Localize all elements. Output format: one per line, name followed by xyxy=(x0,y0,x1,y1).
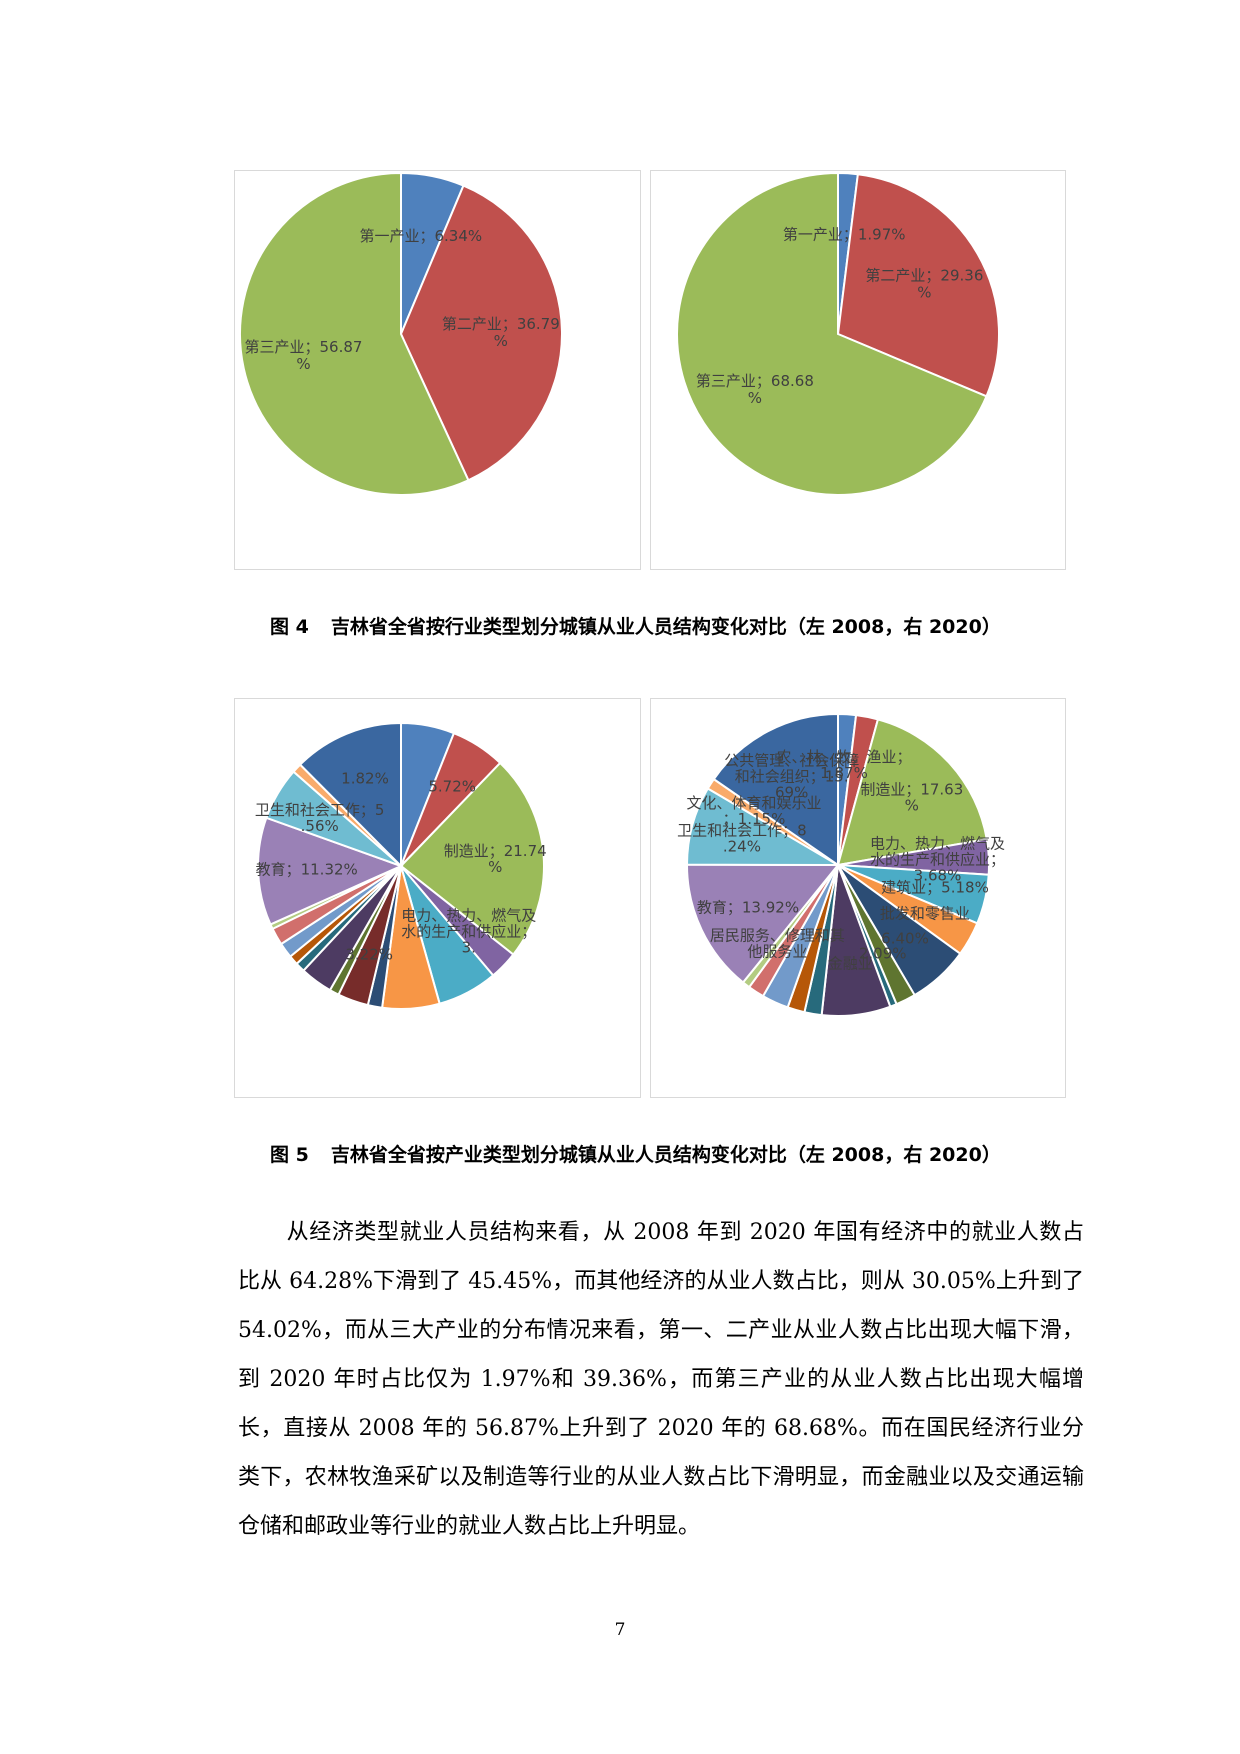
pie-data-label-1: 农、林、牧、渔业； 1.87% xyxy=(776,748,911,782)
chart-panel-fig5-left: 5.72% 制造业；21.74% 电力、热力、燃气及水的生产和供应业； 3. 3.22%… xyxy=(234,698,641,1098)
pie-data-label-15: 居民服务、修理和其他服务业 xyxy=(710,927,845,961)
pie-slice-16 xyxy=(257,816,404,926)
figure-4-caption: 图 4 吉林省全省按行业类型划分城镇从业人员结构变化对比（左 2008，右 202… xyxy=(270,612,1050,639)
pie-data-label-19: 公共管理、社会保障和社会组织；15. 69% xyxy=(724,751,859,801)
pie-data-label-1: 第一产业；6.34% xyxy=(359,227,482,245)
pie-slice-16 xyxy=(685,863,841,984)
pie-slice-19 xyxy=(298,721,402,869)
pie-data-label-18: 文化、体育和娱乐业；1.15% xyxy=(686,794,821,828)
pie-chart-fig5-left: 5.72% 制造业；21.74 % 电力、热力、燃气及水的生产和供应业； 3. 3.22%… xyxy=(255,721,547,1010)
pie-data-label-10: 金融业 xyxy=(828,955,873,973)
pie-data-label-17: 卫生和社会工作；5.56% xyxy=(255,801,385,835)
pie-data-label-3: 第三产业；56.87% xyxy=(245,338,363,373)
pie-slice-3 xyxy=(239,171,470,496)
figure-5-caption: 图 5 吉林省全省按产业类型划分城镇从业人员结构变化对比（左 2008，右 202… xyxy=(270,1140,1050,1167)
figure-4-title: 吉林省全省按行业类型划分城镇从业人员结构变化对比（左 2008，右 2020） xyxy=(330,616,1001,638)
pie-slice-3 xyxy=(676,171,988,496)
pie-data-label-16: 教育；13.92% xyxy=(697,899,799,917)
pie-chart-fig5-right: 农、林、牧、渔业； 1.87%制造业；17.63 % 电力、热力、燃气及水的生产和供应… xyxy=(677,712,1005,1017)
chart-panel-fig4-right: 第一产业；1.97% 第二产业；29.36% 第三产业；68.68% xyxy=(650,170,1066,570)
pie-data-label-2: 第二产业；36.79% xyxy=(442,315,560,350)
body-paragraph-text: 从经济类型就业人员结构来看，从 2008 年到 2020 年国有经济中的就业人数… xyxy=(238,1220,1084,1539)
pie-data-label-5: 建筑业；5.18% xyxy=(881,878,989,896)
pie-chart-fig4-right: 第一产业；1.97% 第二产业；29.36 % 第三产业；68.68% xyxy=(676,171,1000,496)
pie-data-label-7: 6.40% xyxy=(881,929,929,947)
pie-data-label-3: 制造业；17.63% xyxy=(860,781,963,815)
pie-slice-2 xyxy=(399,184,563,482)
pie-slice-2 xyxy=(836,173,1000,398)
pie-slice-19 xyxy=(712,712,839,867)
pie-data-label-3: 制造业；21.74% xyxy=(444,842,547,876)
pie-data-label-6: 批发和零售业 xyxy=(880,905,970,923)
chart-panel-fig4-left: 第一产业；6.34% 第二产业；36.79% 第三产业；56.87% xyxy=(234,170,641,570)
chart-panel-fig5-right: 农、林、牧、渔业； 1.87% 制造业；17.63% 电力、热力、燃气及水的生产和供应… xyxy=(650,698,1066,1098)
pie-data-label-17: 卫生和社会工作；8.24% xyxy=(677,821,807,855)
pie-data-label-3: 第三产业；68.68% xyxy=(696,372,814,407)
pie-data-label-2: 第二产业；29.36% xyxy=(865,267,983,302)
pie-data-label-4: 电力、热力、燃气及水的生产和供应业； 3.68% xyxy=(870,834,1005,884)
body-paragraph: 从经济类型就业人员结构来看，从 2008 年到 2020 年国有经济中的就业人数… xyxy=(238,1208,1084,1551)
figure-5-number: 图 5 xyxy=(270,1144,309,1166)
figure-4-number: 图 4 xyxy=(270,616,309,638)
pie-data-label-1: 第一产业；1.97% xyxy=(783,225,906,243)
pie-data-label-19: 1.82% xyxy=(341,769,389,787)
pie-data-label-8: 3.22% xyxy=(345,946,393,964)
pie-chart-fig4-left: 第一产业；6.34% 第二产业；36.79 % 第三产业；56.87% xyxy=(239,171,563,496)
pie-slice-3 xyxy=(836,718,988,867)
pie-slice-3 xyxy=(399,761,545,956)
pie-data-label-16: 教育；11.32% xyxy=(256,860,358,878)
figure-5-title: 吉林省全省按产业类型划分城镇从业人员结构变化对比（左 2008，右 2020） xyxy=(330,1144,1001,1166)
page-number: 7 xyxy=(614,1620,626,1640)
pie-data-label-2: 5.72% xyxy=(428,777,476,795)
pie-data-label-4: 电力、热力、燃气及水的生产和供应业； 3. xyxy=(401,906,536,956)
pie-data-label-8: 2.09% xyxy=(859,945,907,963)
